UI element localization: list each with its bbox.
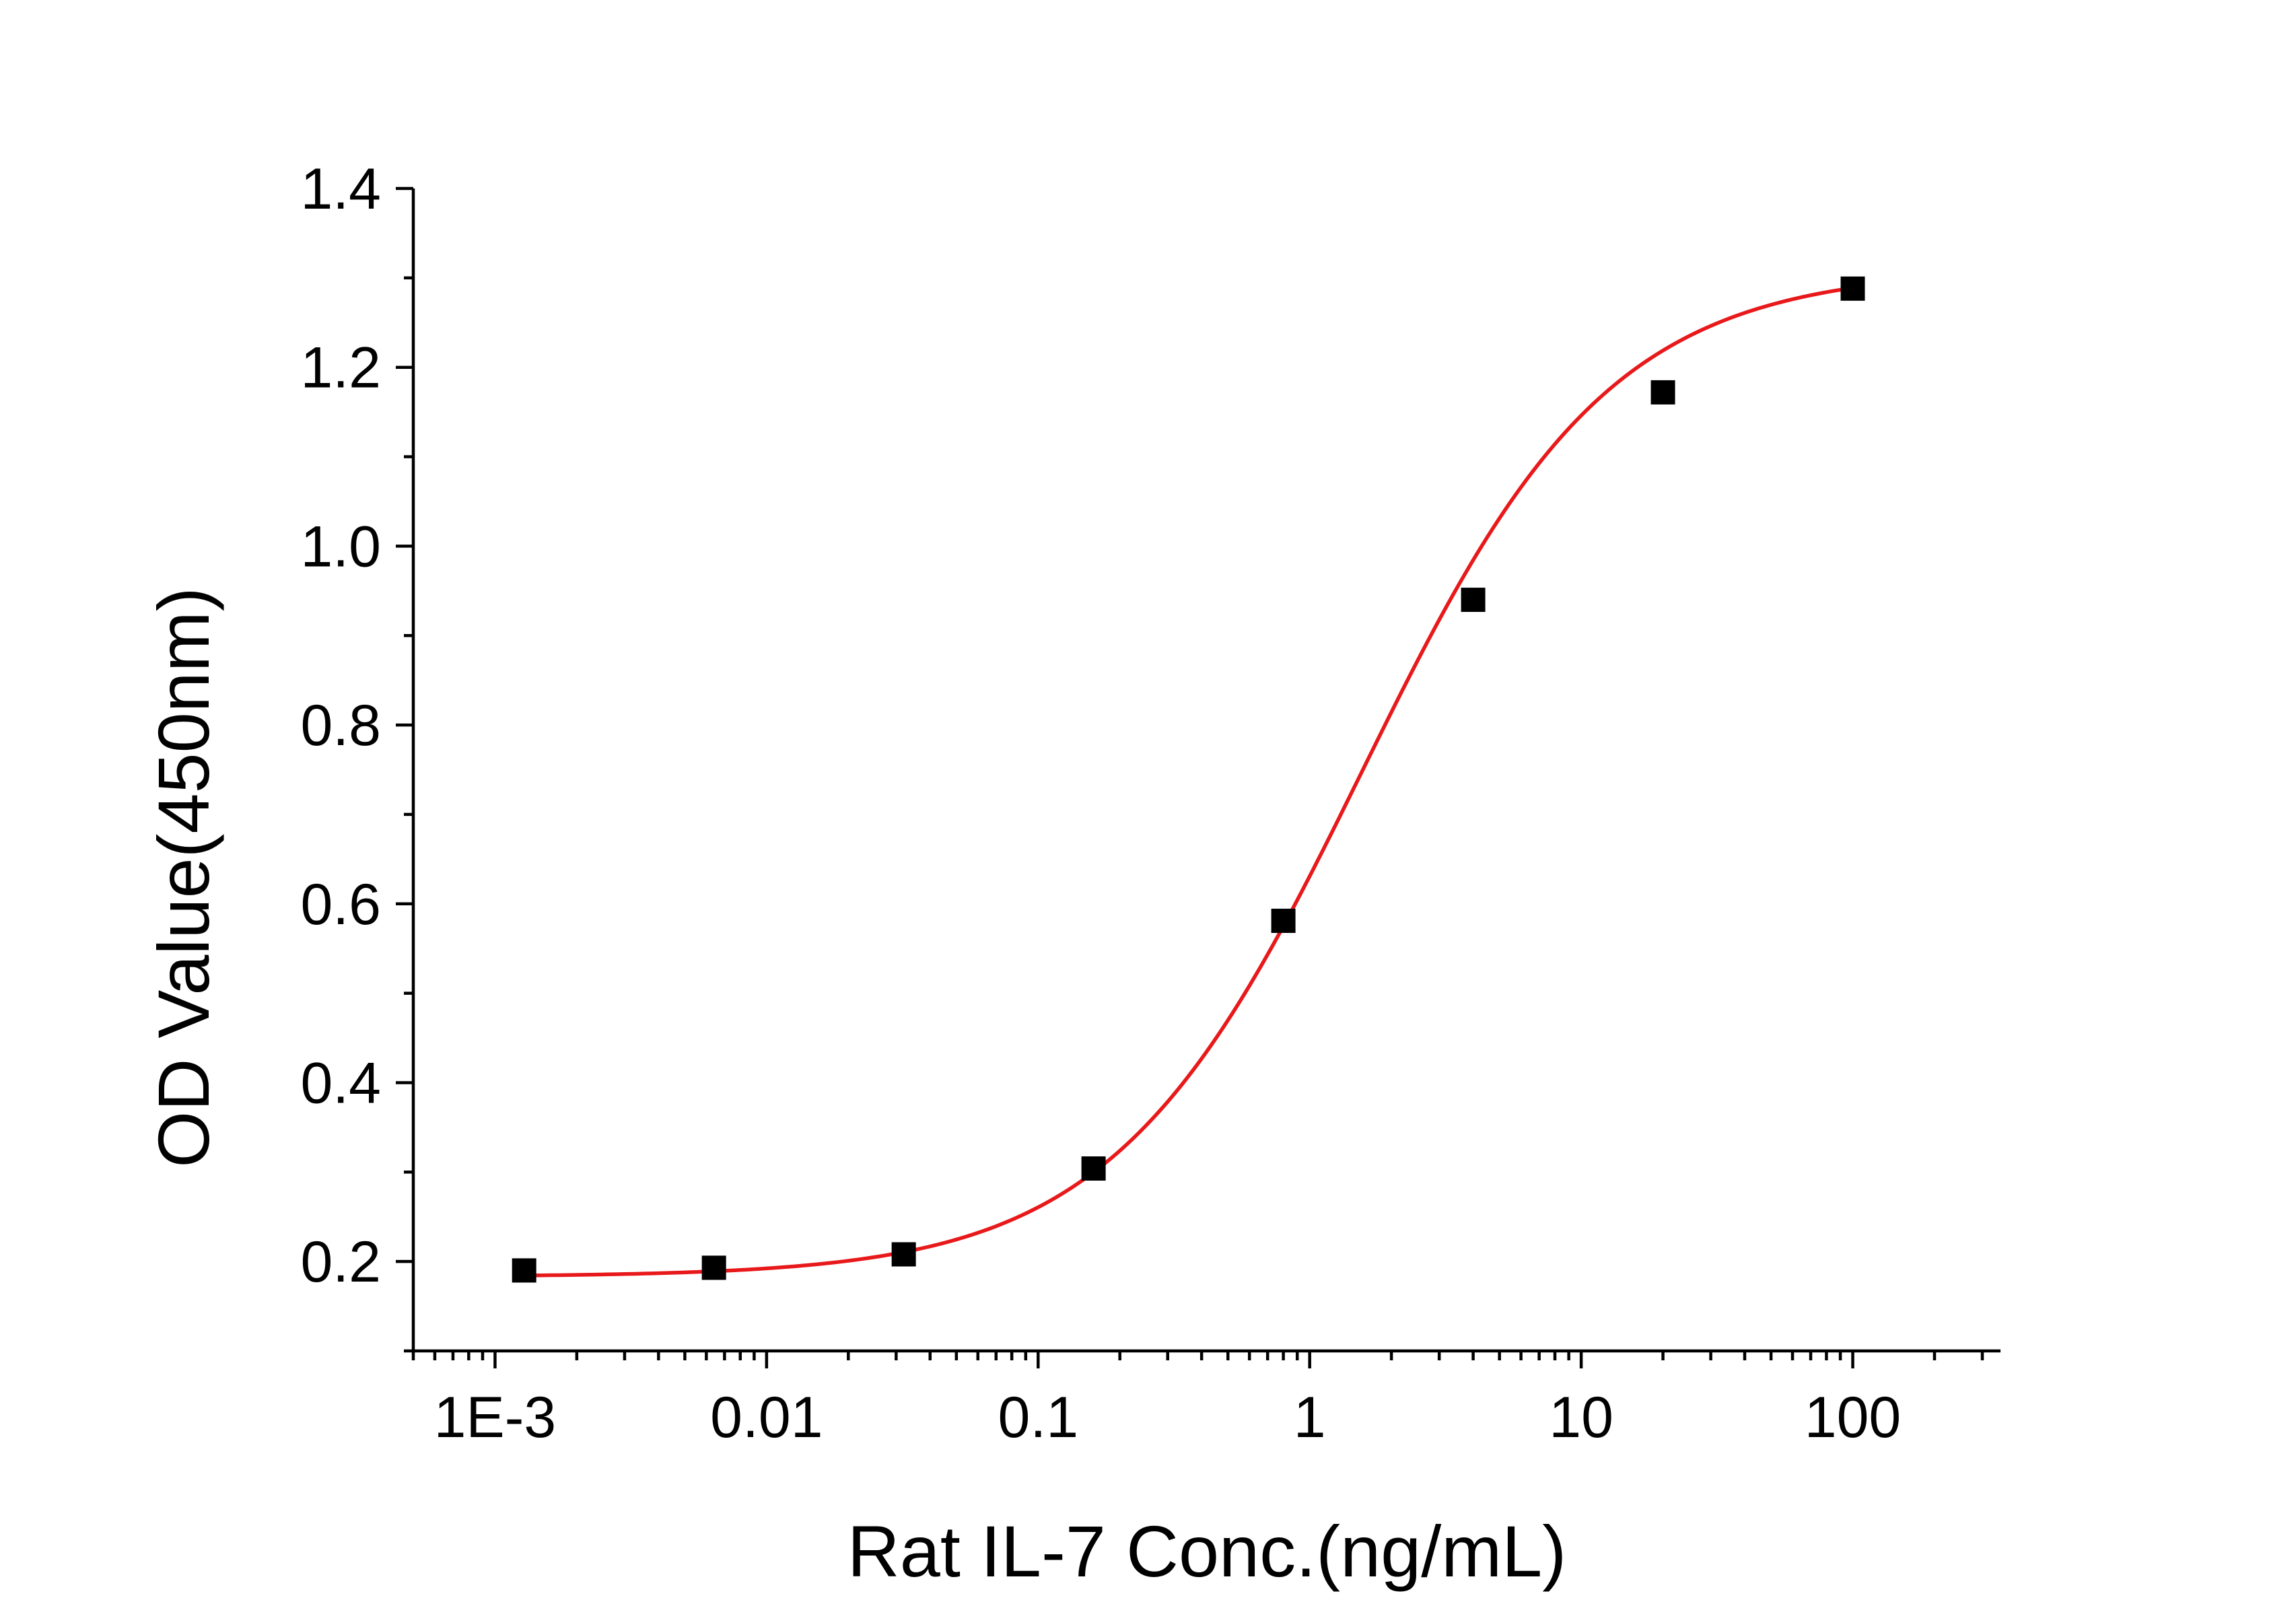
data-point <box>701 1255 726 1280</box>
x-tick-label: 1E-3 <box>434 1385 557 1450</box>
y-tick-label: 1.0 <box>300 514 381 579</box>
y-axis-title: OD Value(450nm) <box>143 587 224 1167</box>
fit-curve-group <box>524 285 1853 1278</box>
x-axis-title: Rat IL-7 Conc.(ng/mL) <box>847 1510 1566 1592</box>
y-tick-label: 0.2 <box>300 1230 381 1294</box>
data-point <box>1461 588 1486 613</box>
fit-curve <box>524 285 1853 1278</box>
y-tick-label: 0.8 <box>300 693 381 758</box>
x-tick-label: 1 <box>1294 1385 1326 1450</box>
x-tick-label: 0.1 <box>998 1385 1078 1450</box>
y-tick-label: 1.2 <box>300 336 381 400</box>
y-tick-label: 0.4 <box>300 1051 381 1115</box>
x-tick-label: 0.01 <box>710 1385 823 1450</box>
data-point <box>1271 909 1296 934</box>
data-point <box>512 1258 536 1283</box>
y-tick-label: 0.6 <box>300 872 381 937</box>
ticks-group: 0.2 0.4 0.6 0.8 1.0 1.2 1.4 1E-3 0.01 0.1 1 10 100 <box>300 157 1984 1450</box>
x-tick-label: 100 <box>1805 1385 1902 1450</box>
data-points-group <box>512 276 1865 1283</box>
y-tick-label: 1.4 <box>300 157 381 221</box>
data-point <box>1081 1156 1106 1181</box>
data-point <box>1840 276 1865 301</box>
data-point <box>1650 380 1675 405</box>
x-tick-label: 10 <box>1549 1385 1613 1450</box>
axes-group <box>411 188 2001 1353</box>
data-point <box>891 1242 916 1267</box>
